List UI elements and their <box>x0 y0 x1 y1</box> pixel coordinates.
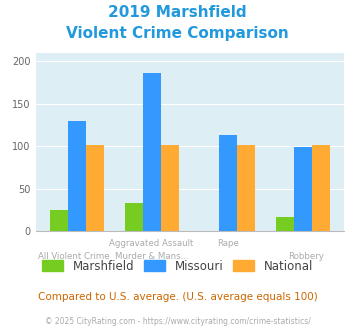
Legend: Marshfield, Missouri, National: Marshfield, Missouri, National <box>37 255 318 278</box>
Bar <box>50 210 68 231</box>
Bar <box>312 145 330 231</box>
Bar <box>143 73 161 231</box>
Bar <box>294 147 312 231</box>
Text: 2019 Marshfield: 2019 Marshfield <box>108 5 247 20</box>
Bar <box>219 135 237 231</box>
Text: © 2025 CityRating.com - https://www.cityrating.com/crime-statistics/: © 2025 CityRating.com - https://www.city… <box>45 317 310 326</box>
Bar <box>125 203 143 231</box>
Text: All Violent Crime: All Violent Crime <box>38 252 110 261</box>
Text: Aggravated Assault: Aggravated Assault <box>109 239 193 248</box>
Bar <box>86 145 104 231</box>
Text: Violent Crime Comparison: Violent Crime Comparison <box>66 26 289 41</box>
Bar <box>237 145 255 231</box>
Text: Rape: Rape <box>218 239 240 248</box>
Text: Murder & Mans...: Murder & Mans... <box>115 252 188 261</box>
Text: Compared to U.S. average. (U.S. average equals 100): Compared to U.S. average. (U.S. average … <box>38 292 317 302</box>
Text: Robbery: Robbery <box>288 252 324 261</box>
Bar <box>68 121 86 231</box>
Bar <box>161 145 179 231</box>
Bar <box>276 216 294 231</box>
